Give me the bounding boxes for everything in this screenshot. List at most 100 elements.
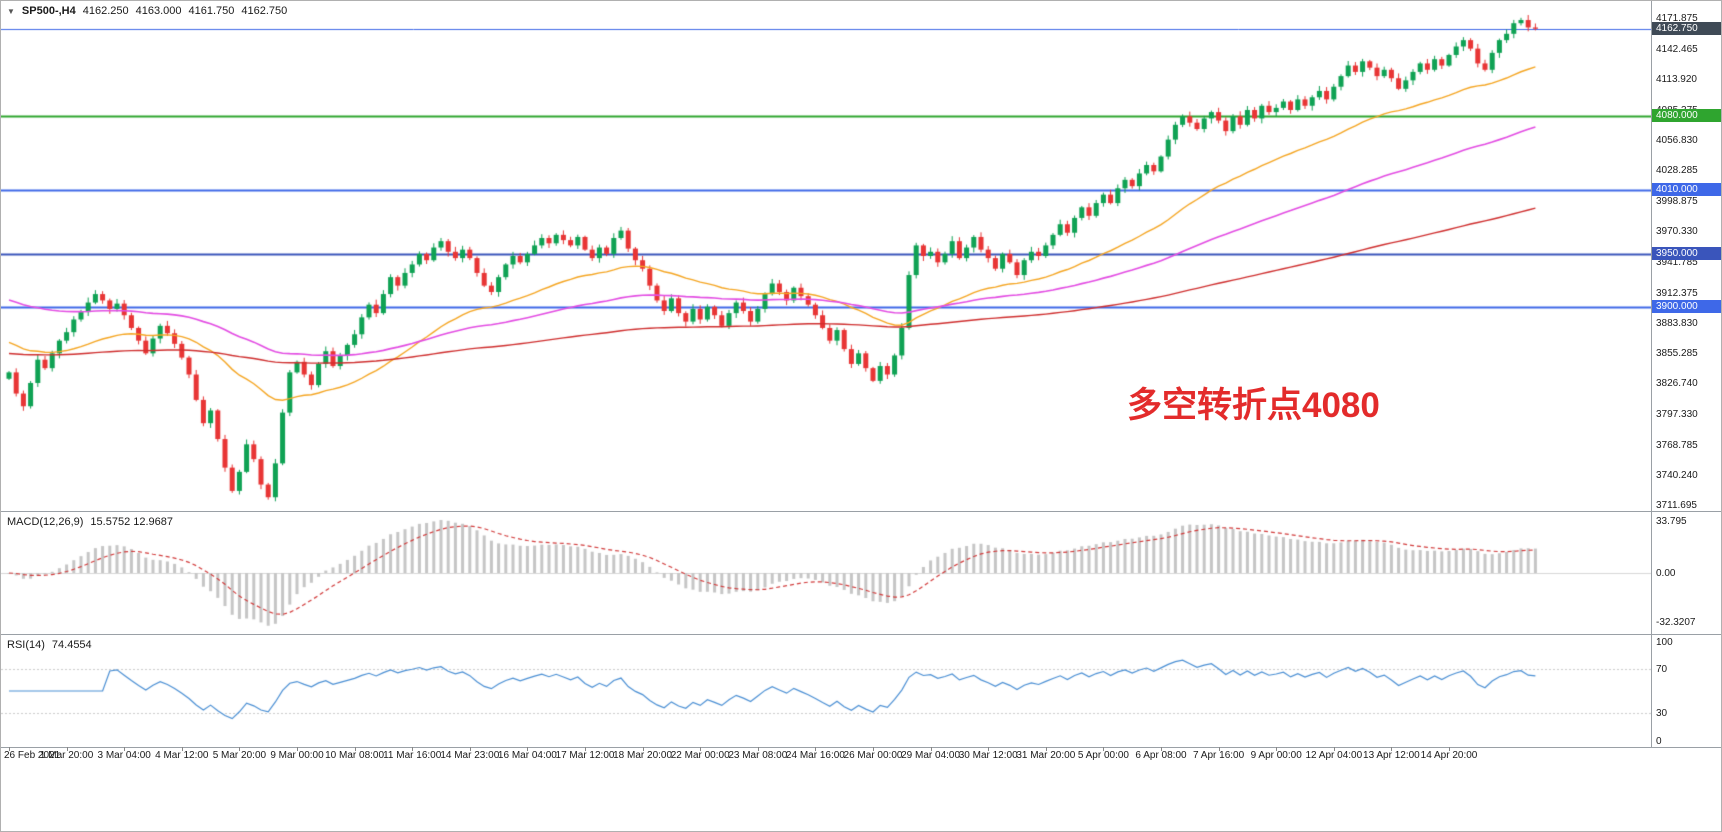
time-axis-label: 29 Mar 04:00 <box>901 750 961 761</box>
time-axis-label: 4 Mar 12:00 <box>155 750 209 761</box>
time-axis-label: 26 Feb 2021 <box>4 750 61 761</box>
time-axis-tick <box>469 747 471 751</box>
price-level-tag: 3900.000 <box>1652 299 1721 313</box>
time-axis-label: 10 Mar 08:00 <box>325 750 385 761</box>
time-axis-tick <box>124 747 126 751</box>
rsi-axis-label: 70 <box>1656 663 1668 675</box>
symbol-info-bar: ▼ SP500-,H4 4162.250 4163.000 4161.750 4… <box>7 5 287 17</box>
time-axis-tick <box>585 747 586 751</box>
time-axis-label: 30 Mar 12:00 <box>958 750 1018 761</box>
pane-separator[interactable] <box>1 511 1721 512</box>
rsi-axis-label: 0 <box>1656 736 1662 747</box>
time-axis-tick <box>412 747 414 751</box>
time-axis-tick <box>1045 747 1047 751</box>
time-axis-tick <box>1449 747 1450 751</box>
price-level-tag: 4162.750 <box>1652 21 1721 35</box>
macd-values: 15.5752 12.9687 <box>90 516 174 528</box>
price-axis-label: 3855.285 <box>1656 348 1698 360</box>
time-axis-label: 9 Apr 00:00 <box>1250 750 1302 761</box>
price-axis-label: 3883.830 <box>1656 317 1698 329</box>
time-axis-tick <box>297 747 298 751</box>
macd-title: MACD(12,26,9) <box>7 516 84 528</box>
macd-axis-label: -32.3207 <box>1656 617 1696 629</box>
pane-separator <box>1 747 1721 748</box>
time-axis-label: 13 Apr 12:00 <box>1363 750 1420 761</box>
price-level-tag: 4080.000 <box>1652 109 1721 123</box>
macd-axis-label: 33.795 <box>1656 516 1687 528</box>
price-axis-label: 3768.785 <box>1656 439 1698 451</box>
time-axis-tick <box>1161 747 1162 751</box>
time-axis-tick <box>1218 747 1220 751</box>
price-axis-label: 3998.875 <box>1656 196 1698 208</box>
time-axis-label: 7 Apr 16:00 <box>1193 750 1245 761</box>
time-axis-label: 18 Mar 20:00 <box>613 750 673 761</box>
symbol-period-label: SP500-,H4 <box>21 5 76 17</box>
time-axis-label: 14 Mar 23:00 <box>440 750 500 761</box>
ohlc-close: 4162.750 <box>241 5 288 17</box>
collapse-arrow-icon[interactable]: ▼ <box>7 6 15 16</box>
price-level-tag: 4010.000 <box>1652 183 1721 197</box>
time-axis[interactable]: 26 Feb 2021 1 Mar 20:00 3 Mar 04:00 4 Mar 1… <box>1 747 1721 771</box>
time-axis-tick <box>757 747 759 751</box>
time-axis-label: 26 Mar 00:00 <box>843 750 903 761</box>
macd-axis-label: 0.00 <box>1656 568 1676 579</box>
time-axis-label: 22 Mar 00:00 <box>670 750 730 761</box>
time-axis-label: 23 Mar 08:00 <box>728 750 788 761</box>
rsi-indicator-canvas[interactable] <box>1 635 1651 747</box>
time-axis-tick <box>181 747 183 751</box>
price-axis-label: 3797.330 <box>1656 409 1698 421</box>
price-axis-label: 3941.785 <box>1656 256 1698 268</box>
rsi-pane-label: RSI(14) 74.4554 <box>7 639 92 651</box>
price-axis-label: 3826.740 <box>1656 378 1698 390</box>
rsi-title: RSI(14) <box>7 639 45 651</box>
time-axis-label: 17 Mar 12:00 <box>555 750 615 761</box>
time-axis-tick <box>1333 747 1335 751</box>
time-axis-label: 9 Mar 00:00 <box>270 750 324 761</box>
time-axis-tick <box>700 747 702 751</box>
time-axis-tick <box>1276 747 1278 751</box>
main-chart-canvas[interactable] <box>1 1 1651 511</box>
ohlc-high: 4163.000 <box>135 5 182 17</box>
ohlc-open: 4162.250 <box>82 5 129 17</box>
time-axis-tick <box>642 747 644 751</box>
time-axis-label: 1 Mar 20:00 <box>39 750 94 761</box>
price-axis[interactable]: 4171.8754142.4654113.9204085.3754056.830… <box>1651 1 1721 747</box>
rsi-axis-label: 30 <box>1656 708 1668 720</box>
time-axis-label: 3 Mar 04:00 <box>97 750 151 761</box>
macd-pane-label: MACD(12,26,9) 15.5752 12.9687 <box>7 516 173 528</box>
time-axis-label: 31 Mar 20:00 <box>1016 750 1076 761</box>
time-axis-tick <box>988 747 990 751</box>
time-axis-tick <box>1103 747 1105 751</box>
price-axis-label: 4028.285 <box>1656 165 1698 177</box>
price-axis-label: 3912.375 <box>1656 287 1698 299</box>
time-axis-tick <box>354 747 356 751</box>
time-axis-tick <box>527 747 529 751</box>
price-axis-label: 3711.695 <box>1656 500 1697 512</box>
time-axis-tick <box>239 747 241 751</box>
price-axis-label: 4171.875 <box>1656 13 1698 25</box>
time-axis-tick <box>9 747 10 751</box>
time-axis-label: 5 Apr 00:00 <box>1077 750 1129 761</box>
price-axis-label: 4056.830 <box>1656 134 1698 146</box>
price-level-tag: 3950.000 <box>1652 246 1721 260</box>
time-axis-tick <box>1391 747 1393 751</box>
time-axis-tick <box>930 747 932 751</box>
rsi-axis-label: 100 <box>1656 637 1673 648</box>
price-axis-label: 3740.240 <box>1656 469 1698 481</box>
time-axis-label: 11 Mar 16:00 <box>383 750 442 761</box>
time-axis-label: 6 Apr 08:00 <box>1135 750 1187 761</box>
price-axis-label: 4113.920 <box>1656 74 1697 86</box>
ohlc-low: 4161.750 <box>188 5 235 17</box>
price-axis-label: 4142.465 <box>1656 44 1698 56</box>
time-axis-label: 24 Mar 16:00 <box>785 750 845 761</box>
time-axis-label: 12 Apr 04:00 <box>1305 750 1363 761</box>
axis-separator <box>1651 1 1652 747</box>
price-axis-label: 3970.330 <box>1656 226 1698 238</box>
macd-indicator-canvas[interactable] <box>1 512 1651 634</box>
pane-separator[interactable] <box>1 634 1721 635</box>
time-axis-tick <box>873 747 874 751</box>
time-axis-tick <box>66 747 68 751</box>
time-axis-label: 16 Mar 04:00 <box>497 750 557 761</box>
chart-annotation-text[interactable]: 多空转折点4080 <box>1127 386 1380 425</box>
